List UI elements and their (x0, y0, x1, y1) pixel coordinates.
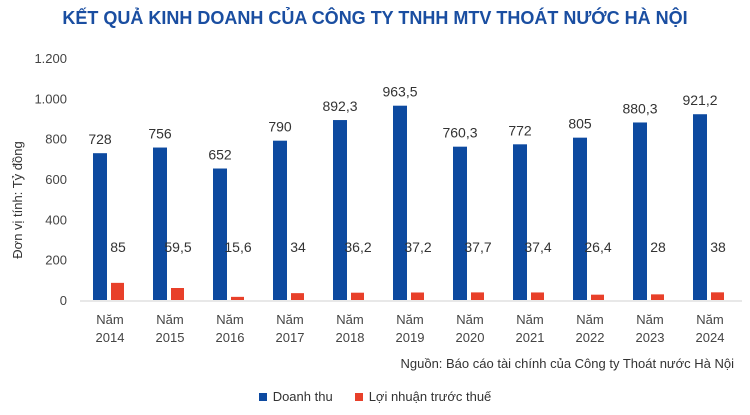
x-tick-label: Năm (636, 312, 663, 327)
data-label-revenue: 760,3 (442, 125, 477, 141)
x-tick-label: Năm (516, 312, 543, 327)
data-label-profit: 85 (110, 239, 126, 255)
x-tick-label: 2017 (276, 330, 305, 345)
bar-revenue (513, 144, 527, 300)
x-tick-label: Năm (216, 312, 243, 327)
data-label-profit: 28 (650, 239, 666, 255)
data-label-profit: 34 (290, 239, 306, 255)
y-tick-label: 600 (45, 172, 67, 187)
bar-revenue (93, 153, 107, 300)
data-label-revenue: 790 (268, 119, 292, 135)
data-label-profit: 15,6 (224, 239, 251, 255)
legend-label-profit: Lợi nhuận trước thuế (368, 389, 492, 404)
bar-revenue (453, 146, 467, 300)
x-tick-label: Năm (336, 312, 363, 327)
y-tick-label: 400 (45, 212, 67, 227)
bar-revenue (333, 120, 347, 301)
bar-profit (711, 292, 724, 300)
bar-profit (591, 294, 604, 300)
data-label-revenue: 963,5 (382, 84, 417, 100)
bar-revenue (213, 168, 227, 300)
data-label-profit: 38 (710, 239, 726, 255)
x-tick-label: Năm (456, 312, 483, 327)
legend-label-revenue: Doanh thu (272, 389, 333, 404)
bar-profit (651, 294, 664, 300)
bar-revenue (393, 105, 407, 300)
x-tick-label: Năm (576, 312, 603, 327)
chart-title: KẾT QUẢ KINH DOANH CỦA CÔNG TY TNHH MTV … (62, 8, 688, 28)
x-tick-label: Năm (96, 312, 123, 327)
bar-revenue (693, 114, 707, 300)
x-tick-label: 2022 (576, 330, 605, 345)
y-tick-label: 200 (45, 253, 67, 268)
bar-profit (291, 293, 304, 300)
bar-revenue (633, 122, 647, 300)
bar-profit (471, 292, 484, 300)
data-label-revenue: 805 (568, 116, 592, 132)
data-label-profit: 59,5 (164, 239, 191, 255)
y-tick-label: 0 (60, 293, 67, 308)
x-tick-label: 2016 (216, 330, 245, 345)
data-label-profit: 37,2 (404, 239, 431, 255)
data-label-revenue: 892,3 (322, 98, 357, 114)
y-tick-label: 1.000 (34, 91, 67, 106)
data-label-profit: 37,7 (464, 239, 491, 255)
y-tick-label: 1.200 (34, 51, 67, 66)
y-axis-title: Đơn vị tính: Tỷ đồng (10, 141, 25, 258)
x-tick-label: 2024 (696, 330, 725, 345)
source-note: Nguồn: Báo cáo tài chính của Công ty Tho… (400, 356, 734, 371)
bar-profit (411, 292, 424, 300)
bar-revenue (273, 140, 287, 300)
data-label-profit: 37,4 (524, 239, 551, 255)
data-label-revenue: 921,2 (682, 92, 717, 108)
data-label-revenue: 880,3 (622, 100, 657, 116)
x-tick-label: Năm (396, 312, 423, 327)
bar-revenue (153, 147, 167, 300)
bar-revenue (573, 137, 587, 300)
legend-item-revenue: Doanh thu (258, 389, 333, 404)
bar-profit (351, 292, 364, 300)
bar-profit (231, 296, 244, 300)
x-tick-label: 2018 (336, 330, 365, 345)
data-label-profit: 36,2 (344, 239, 371, 255)
x-tick-label: 2021 (516, 330, 545, 345)
bar-profit (111, 282, 124, 300)
legend-swatch-profit (354, 392, 363, 401)
legend-swatch-revenue (258, 392, 267, 401)
x-tick-label: 2019 (396, 330, 425, 345)
legend: Doanh thu Lợi nhuận trước thuế (0, 389, 750, 404)
data-label-profit: 26,4 (584, 239, 611, 255)
bar-profit (171, 288, 184, 300)
x-tick-label: 2020 (456, 330, 485, 345)
data-label-revenue: 728 (88, 131, 112, 147)
x-tick-label: Năm (276, 312, 303, 327)
x-tick-label: 2014 (96, 330, 125, 345)
x-tick-label: 2023 (636, 330, 665, 345)
legend-item-profit: Lợi nhuận trước thuế (354, 389, 492, 404)
x-tick-label: Năm (156, 312, 183, 327)
y-tick-label: 800 (45, 132, 67, 147)
data-label-revenue: 652 (208, 147, 232, 163)
data-label-revenue: 756 (148, 126, 172, 142)
bar-profit (531, 292, 544, 300)
x-tick-label: 2015 (156, 330, 185, 345)
x-tick-label: Năm (696, 312, 723, 327)
data-label-revenue: 772 (508, 122, 532, 138)
